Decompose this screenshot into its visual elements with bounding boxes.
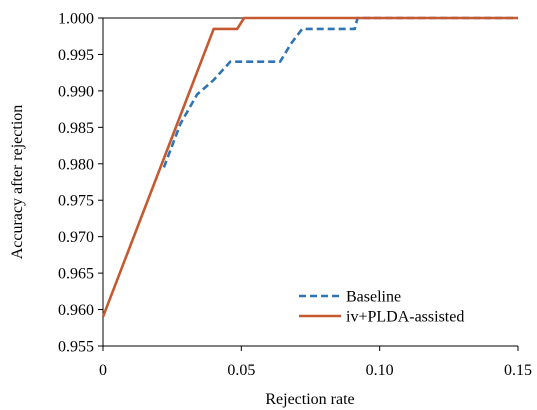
y-tick-label: 0.985 bbox=[58, 120, 94, 137]
y-tick-label: 0.980 bbox=[58, 156, 94, 173]
y-tick-label: 0.965 bbox=[58, 266, 94, 283]
legend: Baseline iv+PLDA-assisted bbox=[299, 289, 464, 326]
y-tick-label: 0.955 bbox=[58, 339, 94, 356]
series-line-iv-plda-assisted bbox=[101, 16, 518, 318]
x-tick-label: 0.15 bbox=[504, 362, 532, 379]
x-tick-label: 0.05 bbox=[227, 362, 255, 379]
axes bbox=[98, 17, 519, 351]
x-tick-label: 0 bbox=[99, 362, 107, 379]
series-line-baseline bbox=[162, 16, 518, 168]
y-tick-label: 1.000 bbox=[58, 11, 94, 28]
series-lines bbox=[101, 16, 518, 318]
y-tick-label: 0.960 bbox=[58, 302, 94, 319]
x-axis-title: Rejection rate bbox=[265, 391, 354, 408]
y-tick-label: 0.995 bbox=[58, 47, 94, 64]
x-tick-label: 0.10 bbox=[366, 362, 394, 379]
y-axis-title: Accuracy after rejection bbox=[9, 105, 26, 260]
y-tick-label: 0.975 bbox=[58, 193, 94, 210]
y-tick-label: 0.970 bbox=[58, 229, 94, 246]
tick-labels: 0.955 0.960 0.965 0.970 0.975 0.980 0.985 0.990… bbox=[58, 11, 532, 380]
y-tick-label: 0.990 bbox=[58, 83, 94, 100]
legend-label-baseline: Baseline bbox=[346, 289, 401, 306]
legend-label-iv-plda-assisted: iv+PLDA-assisted bbox=[346, 309, 464, 326]
